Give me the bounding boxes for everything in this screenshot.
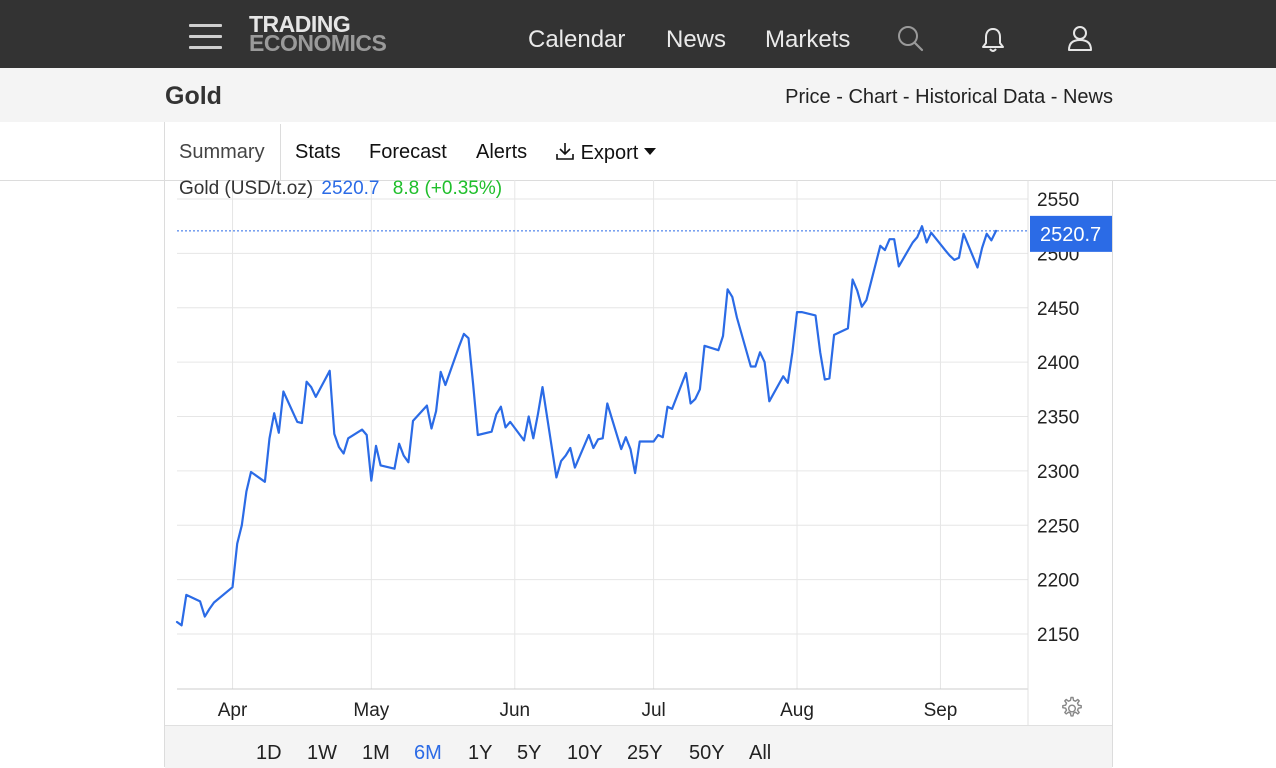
x-tick-label: May: [353, 700, 389, 721]
legend-change: 8.8 (+0.35%): [393, 178, 502, 199]
x-tick-label: Sep: [924, 700, 958, 721]
range-5y[interactable]: 5Y: [517, 742, 541, 765]
x-tick-label: Jun: [499, 700, 530, 721]
range-all[interactable]: All: [749, 742, 771, 765]
y-tick-label: 2300: [1037, 462, 1079, 483]
range-1m[interactable]: 1M: [362, 742, 390, 765]
range-10y[interactable]: 10Y: [567, 742, 603, 765]
grid-vertical: [233, 180, 941, 689]
series-points: [177, 226, 996, 625]
x-tick-label: Apr: [218, 700, 248, 721]
legend-series-name: Gold (USD/t.oz): [179, 178, 313, 199]
x-tick-labels: Apr May Jun Jul Aug Sep: [218, 700, 958, 721]
panel-right-border: [1112, 180, 1113, 767]
range-6m[interactable]: 6M: [414, 742, 442, 765]
y-tick-label: 2450: [1037, 299, 1079, 320]
series-line-gold: [177, 226, 996, 625]
range-25y[interactable]: 25Y: [627, 742, 663, 765]
range-1w[interactable]: 1W: [307, 742, 337, 765]
y-tick-label: 2400: [1037, 353, 1079, 374]
chart-legend: Gold (USD/t.oz) 2520.7 8.8 (+0.35%): [179, 178, 502, 200]
legend-price: 2520.7: [321, 178, 379, 199]
y-tick-label: 2150: [1037, 625, 1079, 646]
range-1y[interactable]: 1Y: [468, 742, 492, 765]
y-tick-label: 2200: [1037, 571, 1079, 592]
x-tick-label: Aug: [780, 700, 814, 721]
range-1d[interactable]: 1D: [256, 742, 282, 765]
x-tick-label: Jul: [641, 700, 665, 721]
y-tick-label: 2250: [1037, 516, 1079, 537]
y-tick-label: 2550: [1037, 190, 1079, 211]
last-price-label: 2520.7: [1040, 224, 1101, 246]
y-tick-label: 2350: [1037, 408, 1079, 429]
settings-gear-icon[interactable]: [1059, 696, 1083, 720]
range-50y[interactable]: 50Y: [689, 742, 725, 765]
